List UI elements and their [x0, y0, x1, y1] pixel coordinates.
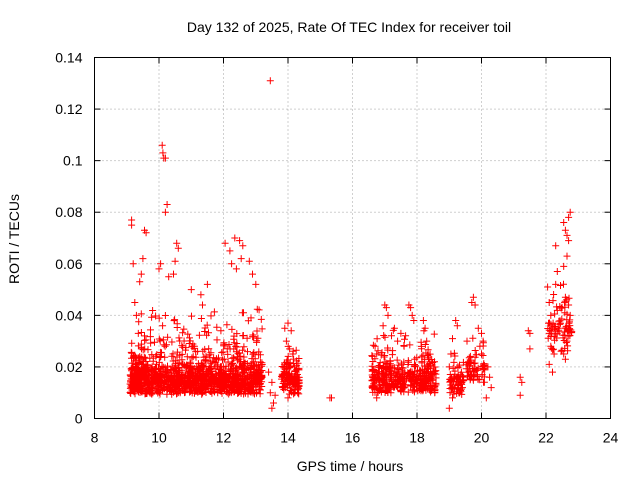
y-tick-label: 0.14: [55, 50, 82, 66]
y-tick-label: 0.04: [55, 307, 82, 323]
x-tick-labels: 8 10 12 14 16 18 20 22 24: [91, 430, 619, 446]
x-tick-label: 12: [216, 430, 232, 446]
y-tick-label: 0.1: [63, 153, 83, 169]
y-axis-label: ROTI / TECUs: [6, 194, 22, 284]
x-tick-label: 24: [603, 430, 619, 446]
data-points: [126, 77, 576, 412]
y-tick-label: 0: [75, 411, 83, 427]
y-tick-label: 0.12: [55, 101, 82, 117]
chart-title: Day 132 of 2025, Rate Of TEC Index for r…: [187, 19, 511, 35]
y-tick-label: 0.06: [55, 256, 82, 272]
x-tick-label: 20: [474, 430, 490, 446]
y-tick-label: 0.08: [55, 204, 82, 220]
y-tick-label: 0.02: [55, 359, 82, 375]
x-tick-label: 18: [409, 430, 425, 446]
scatter-markers: [126, 77, 576, 412]
y-tick-labels: 0 0.02 0.04 0.06 0.08 0.1 0.12 0.14: [55, 50, 82, 427]
x-tick-label: 10: [151, 430, 167, 446]
x-tick-label: 22: [538, 430, 554, 446]
x-tick-label: 14: [280, 430, 296, 446]
x-tick-label: 16: [345, 430, 361, 446]
axis-ticks: [94, 57, 611, 419]
x-tick-label: 8: [91, 430, 99, 446]
grid-lines: [94, 57, 611, 419]
x-axis-label: GPS time / hours: [297, 458, 404, 474]
